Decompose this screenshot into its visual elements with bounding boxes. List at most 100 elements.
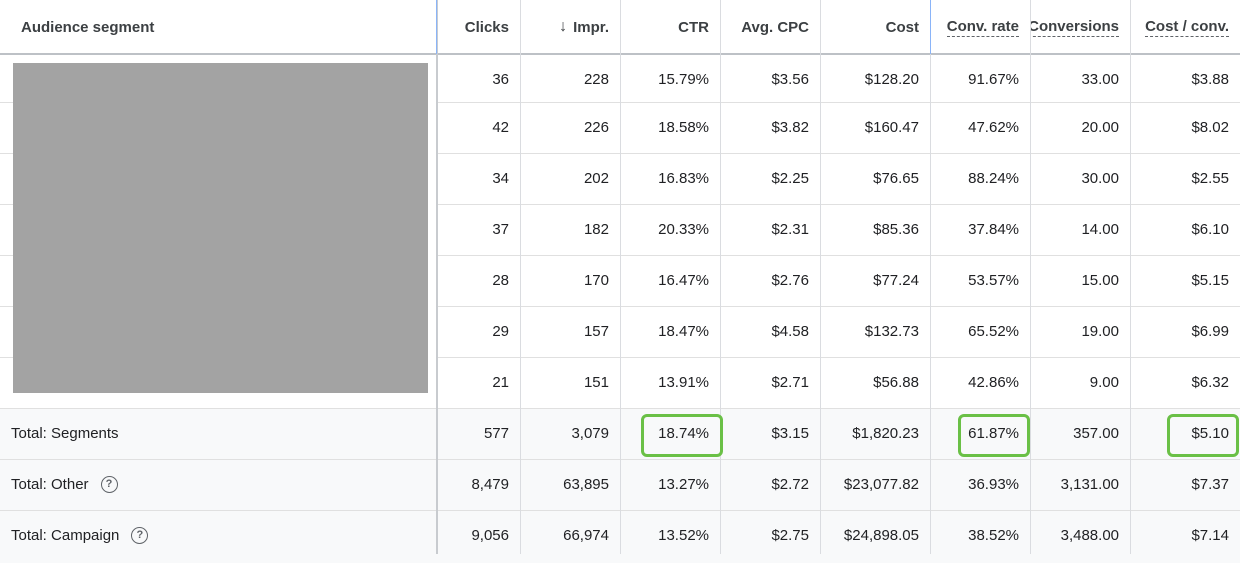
total-cell-conversions: 3,488.00 [1060,527,1119,544]
cell-conv-rate: 42.86% [968,374,1019,391]
cell-conv-rate: 88.24% [968,170,1019,187]
column-header-impr[interactable]: ↓ Impr. [520,0,620,54]
total-row-label: Total: Campaign [11,527,120,544]
row-divider [0,204,13,205]
cell-avg-cpc: $4.58 [771,323,809,340]
cell-impr: 157 [583,323,609,340]
cell-clicks: 37 [492,221,509,238]
total-cell-avg-cpc: $2.75 [771,527,809,544]
row-divider [0,255,13,256]
column-divider [436,0,438,554]
cell-avg-cpc: $2.71 [771,374,809,391]
column-header-label: Clicks [464,18,509,36]
row-divider [436,255,1240,256]
cell-cost-conv: $5.15 [1191,272,1229,289]
column-divider [1030,0,1031,554]
cell-cost: $77.24 [873,272,919,289]
header-column-divider [436,0,437,54]
column-header-cost-conv[interactable]: Cost / conv. [1130,0,1240,54]
cell-conv-rate: 37.84% [968,221,1019,238]
cell-conv-rate: 91.67% [968,71,1019,88]
table-row[interactable]: 34 202 16.83% $2.25 $76.65 88.24% 30.00 $2.55 [0,153,1240,204]
total-row-label-cell: Total: Campaign? [0,510,436,561]
table-row[interactable]: 36 228 15.79% $3.56 $128.20 91.67% 33.00 $3.88 [0,54,1240,105]
table-row[interactable]: 28 170 16.47% $2.76 $77.24 53.57% 15.00 $5.15 [0,255,1240,306]
cell-conv-rate: 53.57% [968,272,1019,289]
cell-ctr: 18.47% [658,323,709,340]
column-header-label: Cost / conv. [1145,17,1229,37]
cell-ctr: 18.58% [658,119,709,136]
row-divider [436,153,1240,154]
total-cell-impr: 66,974 [563,527,609,544]
cell-cost: $128.20 [864,71,919,88]
column-header-label: Conv. rate [946,17,1019,37]
column-divider [620,0,621,554]
total-row-label-cell: Total: Other? [0,459,436,510]
cell-ctr: 20.33% [658,221,709,238]
total-row-label: Total: Other [11,476,89,493]
cell-cost: $56.88 [873,374,919,391]
total-row: Total: Segments 577 3,079 18.74% $3.15 $1,820… [0,408,1240,459]
column-header-conversions[interactable]: Conversions [1030,0,1130,54]
cell-conversions: 19.00 [1081,323,1119,340]
row-divider [436,306,1240,307]
column-divider [820,0,821,554]
column-header-label: Audience segment [21,18,155,36]
cell-cost: $76.65 [873,170,919,187]
help-circle-icon[interactable]: ? [100,476,118,493]
cell-cost-conv: $3.88 [1191,71,1229,88]
table-row[interactable]: 21 151 13.91% $2.71 $56.88 42.86% 9.00 $6.32 [0,357,1240,408]
cell-avg-cpc: $2.25 [771,170,809,187]
cell-conversions: 9.00 [1089,374,1119,391]
cell-cost-conv: $6.10 [1191,221,1229,238]
cell-ctr: 15.79% [658,71,709,88]
total-cell-conv-rate: 61.87% [968,425,1019,442]
row-divider [436,102,1240,103]
cell-cost-conv: $2.55 [1191,170,1229,187]
cell-conversions: 30.00 [1081,170,1119,187]
total-cell-cost: $1,820.23 [852,425,919,442]
total-cell-clicks: 9,056 [471,527,509,544]
total-cell-cost-conv: $5.10 [1191,425,1229,442]
cell-clicks: 29 [492,323,509,340]
total-cell-avg-cpc: $2.72 [771,476,809,493]
table-row[interactable]: 37 182 20.33% $2.31 $85.36 37.84% 14.00 $6.10 [0,204,1240,255]
total-cell-conversions: 3,131.00 [1060,476,1119,493]
row-divider [0,102,13,103]
total-row-label-cell: Total: Segments [0,408,436,459]
cell-avg-cpc: $3.56 [771,71,809,88]
cell-ctr: 16.47% [658,272,709,289]
column-header-avg-cpc[interactable]: Avg. CPC [720,0,820,54]
total-cell-impr: 63,895 [563,476,609,493]
column-header-label: CTR [678,18,709,36]
cell-ctr: 16.83% [658,170,709,187]
total-cell-conv-rate: 38.52% [968,527,1019,544]
column-header-label: Cost [885,18,919,36]
cell-cost-conv: $6.32 [1191,374,1229,391]
cell-impr: 226 [583,119,609,136]
help-circle-icon[interactable]: ? [131,527,149,544]
cell-cost: $132.73 [864,323,919,340]
total-row-label: Total: Segments [11,425,119,442]
cell-clicks: 28 [492,272,509,289]
table-row[interactable]: 42 226 18.58% $3.82 $160.47 47.62% 20.00 $8.02 [0,102,1240,153]
column-header-segment[interactable]: Audience segment [0,0,436,54]
cell-conversions: 20.00 [1081,119,1119,136]
cell-conversions: 33.00 [1081,71,1119,88]
column-header-clicks[interactable]: Clicks [436,0,520,54]
cell-impr: 170 [583,272,609,289]
cell-avg-cpc: $2.76 [771,272,809,289]
table-row[interactable]: 29 157 18.47% $4.58 $132.73 65.52% 19.00 $6.99 [0,306,1240,357]
total-cell-clicks: 8,479 [471,476,509,493]
cell-ctr: 13.91% [658,374,709,391]
row-divider [0,306,13,307]
highlight-box-conv-rate [958,414,1030,457]
highlight-box-cost-conv [1167,414,1239,457]
highlight-box-ctr [641,414,723,457]
total-row: Total: Campaign? 9,056 66,974 13.52% $2.75 $2… [0,510,1240,561]
column-header-conv-rate[interactable]: Conv. rate [930,0,1030,54]
total-cell-avg-cpc: $3.15 [771,425,809,442]
column-header-ctr[interactable]: CTR [620,0,720,54]
column-header-cost[interactable]: Cost [820,0,930,54]
